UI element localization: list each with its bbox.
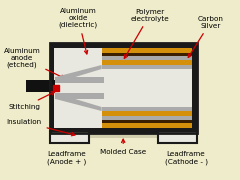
Bar: [102, 111, 192, 116]
Bar: [63, 57, 183, 119]
Text: Leadframe
(Cathode - ): Leadframe (Cathode - ): [164, 151, 208, 165]
Bar: [55, 93, 104, 99]
Bar: [102, 65, 192, 69]
Text: Leadframe
(Anode + ): Leadframe (Anode + ): [47, 151, 86, 165]
Bar: [26, 80, 55, 92]
Bar: [54, 48, 192, 128]
Bar: [54, 69, 192, 107]
Bar: [189, 53, 192, 123]
Text: Stitching: Stitching: [8, 92, 55, 110]
Bar: [187, 48, 192, 128]
Bar: [102, 120, 192, 123]
Bar: [102, 107, 192, 111]
Bar: [50, 43, 197, 133]
Bar: [102, 48, 192, 53]
Bar: [55, 49, 191, 127]
Text: Carbon
Silver: Carbon Silver: [188, 15, 223, 57]
Bar: [55, 83, 107, 93]
Bar: [102, 53, 192, 56]
Bar: [102, 56, 192, 60]
Bar: [55, 77, 104, 83]
Bar: [54, 48, 192, 128]
Bar: [157, 131, 197, 143]
Bar: [50, 43, 197, 133]
Bar: [102, 123, 192, 128]
Bar: [188, 65, 192, 111]
Bar: [67, 61, 179, 115]
Bar: [75, 69, 171, 107]
Bar: [71, 65, 175, 111]
Text: Aluminum
oxide
(dielectric): Aluminum oxide (dielectric): [59, 8, 98, 54]
Bar: [187, 60, 192, 116]
Text: Aluminum
anode
(etched): Aluminum anode (etched): [4, 48, 65, 78]
Polygon shape: [55, 65, 102, 83]
Bar: [50, 133, 197, 138]
Bar: [102, 116, 192, 120]
Text: Insulation: Insulation: [6, 119, 75, 136]
Bar: [188, 56, 192, 120]
Bar: [54, 48, 104, 128]
Bar: [102, 60, 192, 65]
Polygon shape: [55, 84, 109, 92]
Text: Polymer
electrolyte: Polymer electrolyte: [124, 8, 169, 58]
Polygon shape: [55, 93, 102, 111]
Text: Molded Case: Molded Case: [100, 139, 146, 155]
Bar: [60, 54, 186, 122]
Bar: [50, 131, 89, 143]
